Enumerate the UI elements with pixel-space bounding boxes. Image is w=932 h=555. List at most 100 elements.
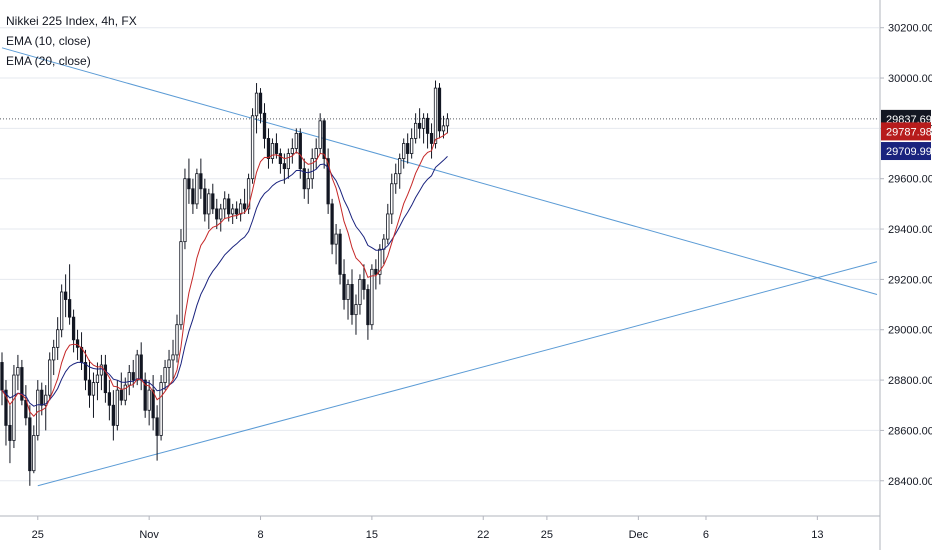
candle-body: [183, 178, 187, 243]
candle: [326, 148, 330, 214]
candle: [314, 138, 318, 169]
candle: [28, 405, 32, 486]
candle-body: [235, 208, 239, 215]
x-tick-label: 6: [703, 529, 709, 541]
candle-body: [199, 173, 203, 190]
candle: [262, 103, 267, 149]
candle: [155, 405, 159, 461]
candle-body: [398, 158, 402, 175]
candle: [258, 88, 263, 124]
candle: [71, 309, 76, 353]
candle: [147, 380, 151, 426]
candle: [12, 364, 16, 449]
y-tick-label: 29600.00: [888, 174, 932, 186]
x-tick-label: 25: [541, 529, 553, 541]
candle: [111, 390, 115, 441]
candle-body: [99, 364, 104, 376]
candle-body: [171, 354, 175, 361]
x-tick-label: 25: [32, 529, 44, 541]
candle: [342, 259, 346, 310]
candle-body: [417, 122, 422, 129]
candle-body: [56, 329, 60, 348]
candle: [346, 279, 350, 320]
candle-body: [410, 138, 414, 154]
candle-body: [207, 193, 211, 215]
candle: [370, 264, 374, 330]
candle: [67, 264, 72, 325]
candle-body: [123, 384, 127, 401]
candle-body: [143, 379, 147, 411]
ema20-line: [1, 156, 448, 407]
candle: [195, 168, 199, 209]
candle: [330, 198, 334, 255]
candle: [83, 349, 88, 391]
y-tick-label: 30000.00: [888, 73, 932, 85]
candle: [16, 354, 20, 391]
candle-body: [52, 346, 56, 361]
candle: [338, 229, 342, 285]
candle: [425, 113, 430, 149]
candle: [56, 317, 60, 360]
candle-body: [0, 362, 4, 391]
candle: [242, 188, 247, 214]
y-tick-label: 28400.00: [888, 476, 932, 488]
candle-body: [215, 208, 219, 220]
candle-body: [433, 87, 438, 144]
candle: [20, 359, 24, 406]
candle-body: [414, 122, 418, 139]
candle: [266, 128, 271, 169]
candle-body: [262, 112, 267, 139]
candle: [322, 118, 326, 169]
candle-body: [258, 92, 263, 114]
candle: [99, 354, 104, 391]
candle-body: [63, 291, 68, 300]
candle-body: [40, 389, 44, 406]
candle-body: [370, 268, 374, 326]
candle: [159, 375, 163, 441]
candle: [115, 380, 119, 431]
x-tick-label: 8: [257, 529, 263, 541]
candle: [294, 128, 298, 154]
candle-body: [310, 158, 314, 180]
candle: [390, 173, 394, 225]
candle: [410, 128, 414, 159]
candle: [394, 163, 398, 194]
candle: [175, 314, 179, 363]
candle: [306, 168, 310, 204]
candle: [179, 229, 183, 330]
candle-body: [4, 389, 8, 426]
candle: [250, 108, 255, 184]
candle-body: [322, 120, 326, 159]
candle-body: [274, 143, 279, 154]
candle-body: [362, 278, 366, 290]
trendline-ascending: [37, 261, 878, 487]
candle-body: [282, 163, 287, 170]
candle-body: [28, 417, 32, 472]
candle-body: [8, 424, 12, 441]
candle: [63, 274, 68, 318]
candle-body: [107, 392, 112, 406]
candle-body: [67, 299, 72, 318]
candle: [167, 349, 171, 386]
candle: [8, 405, 12, 464]
candle-body: [223, 198, 227, 210]
ema10-line: [1, 132, 448, 417]
x-tick-label: Nov: [139, 529, 159, 541]
candle-body: [139, 354, 143, 381]
y-tick-label: 28600.00: [888, 425, 932, 437]
legend-ema10: EMA (10, close): [6, 34, 91, 48]
candle: [378, 244, 382, 285]
candle-body: [358, 278, 362, 305]
trendline-descending: [1, 47, 878, 295]
candle-body: [131, 372, 135, 381]
candle-body: [266, 138, 271, 159]
candle: [350, 269, 354, 325]
candle: [103, 354, 108, 403]
candle-body: [119, 389, 123, 401]
candle-body: [298, 133, 302, 170]
candle-body: [250, 115, 255, 180]
candle-body: [211, 193, 215, 210]
